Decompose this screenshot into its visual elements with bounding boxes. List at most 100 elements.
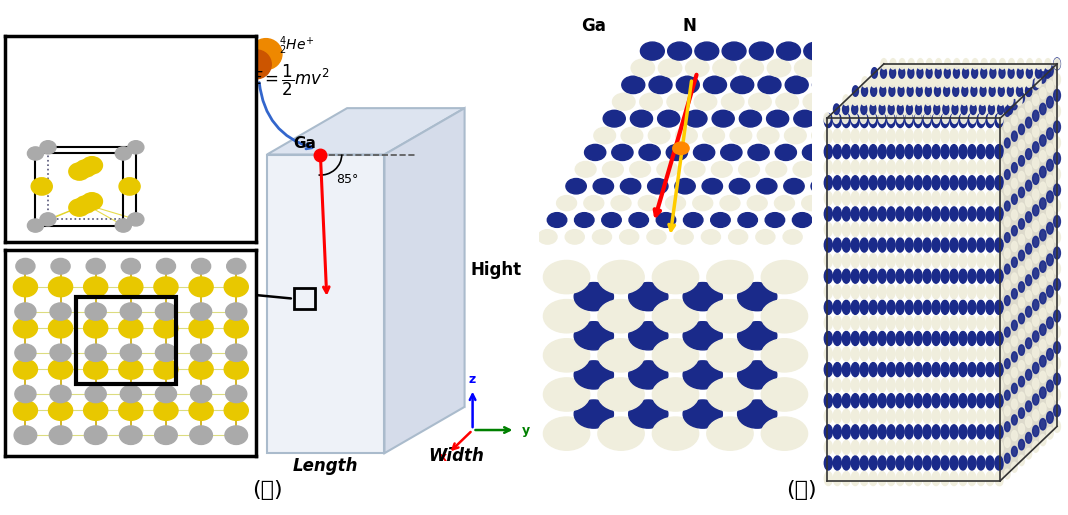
Circle shape [878, 113, 886, 128]
Circle shape [575, 213, 594, 228]
Circle shape [1047, 222, 1053, 234]
Circle shape [905, 191, 913, 205]
Circle shape [979, 104, 986, 114]
Circle shape [888, 269, 895, 283]
Circle shape [851, 113, 860, 128]
Text: $E = \dfrac{1}{2}mv^{2}$: $E = \dfrac{1}{2}mv^{2}$ [251, 62, 330, 98]
Circle shape [986, 440, 994, 454]
Circle shape [1039, 214, 1046, 225]
Circle shape [1033, 158, 1039, 168]
Circle shape [843, 378, 850, 392]
Circle shape [1054, 263, 1061, 275]
Circle shape [1054, 310, 1061, 322]
Circle shape [824, 456, 832, 470]
Circle shape [914, 285, 922, 299]
Circle shape [666, 93, 690, 110]
Circle shape [968, 113, 976, 128]
Circle shape [154, 359, 178, 379]
Circle shape [995, 160, 1003, 174]
Circle shape [1025, 86, 1032, 96]
Circle shape [1019, 234, 1024, 245]
Circle shape [824, 113, 830, 124]
Circle shape [905, 129, 913, 143]
Circle shape [995, 269, 1003, 283]
Circle shape [878, 285, 886, 299]
Circle shape [860, 285, 868, 299]
Circle shape [951, 129, 958, 143]
Circle shape [49, 426, 72, 444]
Circle shape [959, 191, 967, 205]
Circle shape [544, 339, 590, 372]
Circle shape [843, 113, 848, 124]
Circle shape [968, 393, 976, 408]
Circle shape [914, 207, 922, 221]
Circle shape [932, 176, 940, 190]
Circle shape [1039, 198, 1046, 209]
Circle shape [914, 425, 922, 439]
Circle shape [666, 144, 688, 161]
Text: Width: Width [428, 447, 485, 465]
Circle shape [1039, 261, 1046, 272]
Circle shape [1047, 254, 1053, 266]
Circle shape [704, 76, 726, 94]
Circle shape [888, 160, 895, 174]
Circle shape [1039, 150, 1046, 162]
Circle shape [977, 145, 985, 159]
Circle shape [75, 196, 96, 213]
Circle shape [878, 316, 886, 330]
Circle shape [970, 104, 976, 114]
Circle shape [917, 59, 924, 69]
Circle shape [914, 113, 922, 128]
Circle shape [932, 347, 940, 361]
Circle shape [48, 401, 73, 420]
Circle shape [1025, 85, 1032, 96]
Circle shape [1039, 293, 1046, 304]
Circle shape [656, 213, 676, 228]
Circle shape [878, 393, 886, 408]
Circle shape [851, 300, 860, 314]
Circle shape [50, 344, 72, 362]
Circle shape [1005, 438, 1010, 448]
Circle shape [1047, 191, 1053, 202]
Circle shape [1019, 219, 1024, 229]
Circle shape [1039, 119, 1046, 130]
Circle shape [843, 440, 850, 454]
Text: Hight: Hight [471, 262, 522, 279]
Circle shape [963, 59, 969, 69]
Circle shape [824, 316, 832, 330]
Circle shape [962, 77, 969, 87]
Circle shape [961, 104, 968, 114]
Circle shape [1005, 374, 1010, 384]
Circle shape [686, 59, 709, 77]
Circle shape [977, 456, 985, 470]
Circle shape [189, 318, 214, 338]
Circle shape [905, 425, 913, 439]
Text: x: x [439, 451, 447, 464]
Circle shape [959, 253, 967, 268]
Circle shape [888, 393, 895, 408]
Circle shape [784, 179, 804, 194]
Circle shape [998, 397, 1003, 407]
Circle shape [1054, 90, 1061, 101]
Circle shape [843, 207, 850, 221]
Circle shape [941, 145, 949, 159]
Circle shape [115, 219, 131, 232]
Circle shape [566, 179, 586, 194]
Circle shape [932, 472, 940, 486]
Circle shape [1011, 320, 1018, 331]
Circle shape [833, 393, 842, 408]
Polygon shape [267, 154, 384, 453]
Circle shape [905, 332, 913, 346]
Circle shape [986, 363, 994, 376]
Circle shape [961, 95, 968, 106]
Circle shape [1025, 417, 1032, 427]
Circle shape [1018, 59, 1023, 69]
Circle shape [50, 385, 72, 403]
Circle shape [1033, 284, 1039, 295]
Circle shape [851, 285, 860, 299]
Circle shape [869, 207, 877, 221]
Circle shape [932, 113, 940, 128]
Circle shape [941, 269, 949, 283]
Circle shape [923, 129, 931, 143]
Circle shape [1025, 385, 1032, 396]
